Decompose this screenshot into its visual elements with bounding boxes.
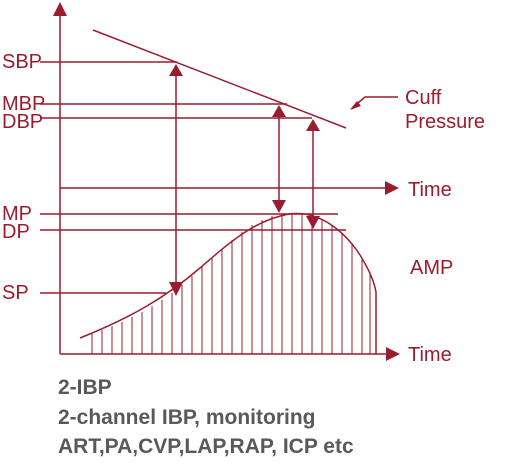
caption-title: 2-IBP: [58, 376, 112, 399]
caption-applications: ART,PA,CVP,LAP,RAP, ICP etc: [58, 435, 354, 458]
lower-time-axis-arrowhead: [386, 347, 400, 361]
caption-description: 2-channel IBP, monitoring: [58, 406, 316, 429]
mp-label: MP: [2, 203, 32, 225]
cuff-pressure-pointer-arrowhead: [350, 101, 361, 110]
amplitude-envelope-curve: [79, 212, 377, 354]
y-axis-arrowhead: [53, 2, 67, 16]
sbp-label: SBP: [2, 51, 42, 73]
sp-label: SP: [2, 282, 29, 304]
amplitude-hatch-lines: [91, 214, 371, 354]
pressure-label: Pressure: [405, 111, 485, 133]
systolic-arrowhead-down: [169, 282, 183, 296]
dp-label: DP: [2, 221, 30, 243]
upper-time-axis-arrowhead: [385, 181, 399, 195]
lower-time-label: Time: [408, 344, 452, 366]
mean-arrowhead-down: [272, 200, 286, 213]
systolic-arrowhead-up: [169, 64, 183, 76]
mean-arrowhead-up: [272, 105, 286, 117]
upper-time-label: Time: [408, 179, 452, 201]
cuff-label: Cuff: [405, 87, 442, 109]
dbp-label: DBP: [2, 111, 43, 133]
diastolic-arrowhead-down: [306, 216, 320, 229]
cuff-pressure-line: [92, 29, 347, 129]
diastolic-arrowhead-up: [306, 119, 320, 131]
amp-label: AMP: [410, 257, 453, 279]
mbp-label: MBP: [2, 93, 45, 115]
